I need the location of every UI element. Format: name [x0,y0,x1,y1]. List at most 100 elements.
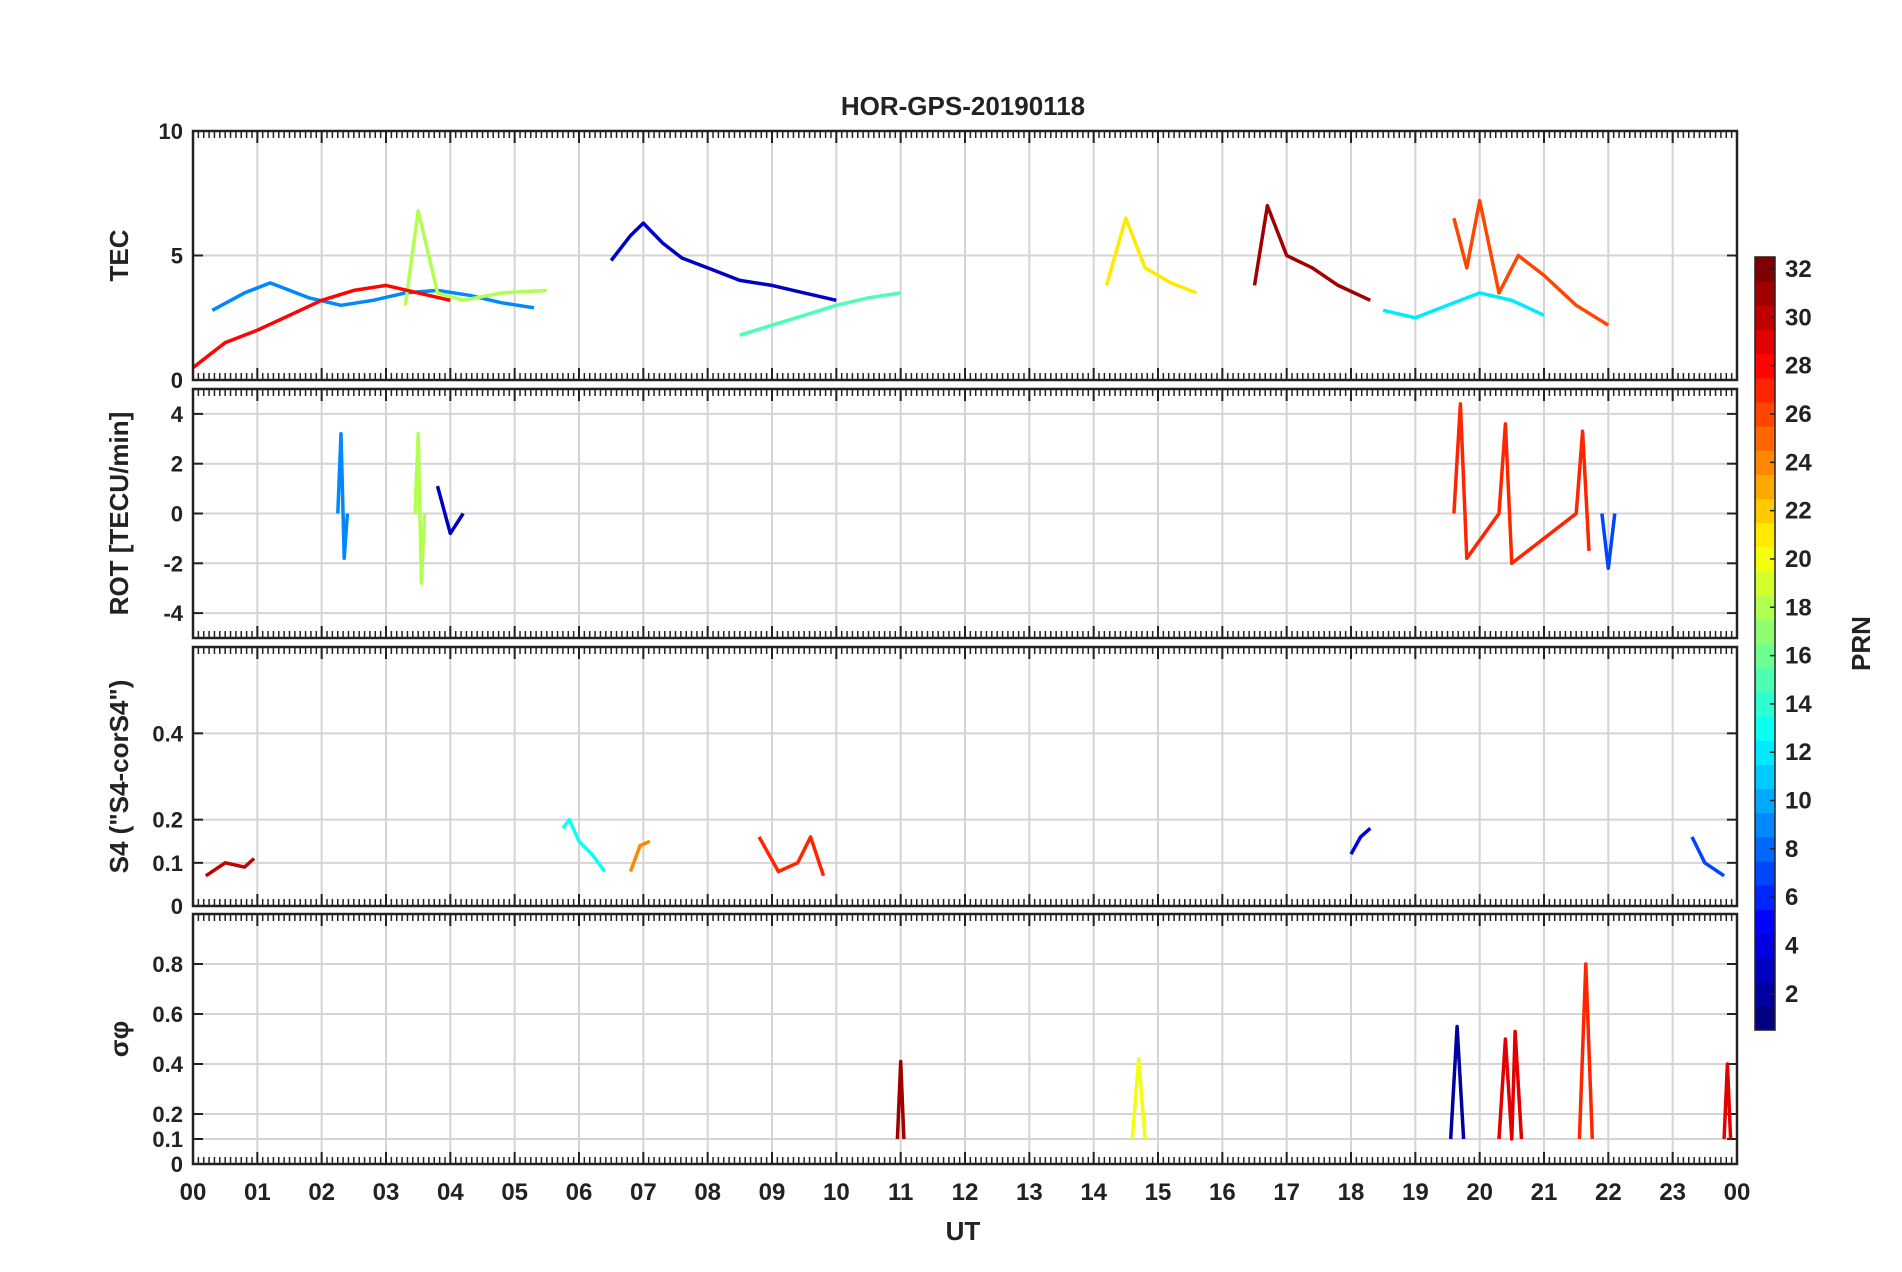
colorbar-tick-label: 30 [1785,304,1812,331]
x-tick-label: 23 [1659,1179,1686,1206]
x-tick-label: 19 [1402,1179,1429,1206]
colorbar-band [1755,353,1775,379]
series-prn-2 [1448,1024,1466,1140]
colorbar-band [1755,426,1775,451]
panel-frame [191,129,1739,382]
colorbar-tick-label: 22 [1785,498,1812,525]
series-prn-24 [628,839,651,873]
colorbar-band [1755,329,1775,355]
x-tick-label: 05 [501,1179,528,1206]
x-tick-label: 03 [373,1179,400,1206]
colorbar-tick-label: 18 [1785,594,1812,621]
colorbar-band [1755,1005,1775,1031]
y-tick-label: 5 [171,244,183,269]
series-prn-26 [1452,198,1610,327]
colorbar-band [1755,305,1775,331]
series-prn-12 [1382,291,1545,320]
colorbar-frame [1754,256,1776,1031]
series-prn-30 [204,857,256,878]
y-tick-label: 0.2 [152,808,183,833]
x-tick-label: 00 [180,1179,207,1206]
y-axis-label: ROT [TECU/min] [104,412,134,616]
series-group [204,817,1726,878]
chart-title: HOR-GPS-20190118 [841,91,1085,121]
y-tick-label: 0.4 [152,721,183,746]
series-prn-18 [413,432,427,585]
x-tick-label: 00 [1724,1179,1751,1206]
colorbar-band [1755,740,1775,765]
colorbar-band [1755,498,1775,524]
x-tick-label: 09 [759,1179,786,1206]
y-tick-label: 0.1 [152,851,183,876]
colorbar-tick-label: 8 [1785,836,1798,863]
x-tick-label: 08 [694,1179,721,1206]
y-tick-label: 0 [171,368,183,393]
colorbar-tick-label: 10 [1785,788,1812,815]
y-axis-label: S4 ("S4-corS4") [104,680,134,874]
x-tick-label: 21 [1531,1179,1558,1206]
x-tick-label: 01 [244,1179,271,1206]
x-axis-label: UT [946,1216,981,1246]
colorbar-band [1755,715,1775,741]
y-tick-label: 0.1 [152,1127,183,1152]
series-prn-13 [561,817,607,873]
x-tick-label: 07 [630,1179,657,1206]
y-tick-label: 0.8 [152,952,183,977]
y-tick-label: 0 [171,894,183,919]
x-tick-label: 17 [1273,1179,1300,1206]
colorbar-band [1755,619,1775,645]
colorbar-band [1755,595,1775,620]
colorbar-band [1755,909,1775,934]
series-prn-15 [739,291,901,337]
colorbar-tick-label: 26 [1785,401,1812,428]
colorbar-band [1755,522,1775,548]
colorbar-tick-label: 20 [1785,546,1812,573]
colorbar-band [1755,643,1775,669]
colorbar-tick-label: 32 [1785,256,1812,283]
series-prn-3 [435,485,465,536]
y-tick-label: -2 [163,551,183,576]
series-prn-7 [1690,836,1726,878]
series-group [895,962,1733,1141]
series-prn-7 [1600,513,1617,571]
x-tick-label: 02 [308,1179,335,1206]
x-tick-label: 14 [1080,1179,1107,1206]
colorbar-band [1755,933,1775,959]
series-prn-29 [1497,1029,1524,1141]
y-axis-label: σφ [104,1021,134,1057]
panel-sigma_phi: 00.10.2 0.4 0.6 0.8 σφ [104,912,1739,1177]
colorbar-band [1755,401,1775,427]
x-tick-label: 15 [1145,1179,1172,1206]
colorbar-band [1755,691,1775,717]
colorbar-band [1755,571,1775,596]
series-prn-3 [609,221,837,303]
series-prn-27 [1577,962,1595,1140]
colorbar-band [1755,788,1775,814]
x-tick-label: 10 [823,1179,850,1206]
series-prn-29 [1722,1062,1733,1140]
y-tick-label: 10 [159,119,183,144]
x-tick-label: 18 [1338,1179,1365,1206]
x-tick-label: 13 [1016,1179,1043,1206]
y-tick-label: 4 [171,402,184,427]
y-axis-label: TEC [104,229,134,281]
panel-frame [191,645,1739,908]
colorbar-band [1755,860,1775,886]
colorbar-band [1755,836,1775,862]
series-group [193,198,1610,369]
y-tick-label: -4 [163,601,183,626]
colorbar-tick-label: 2 [1785,981,1798,1008]
colorbar-tick-label: 6 [1785,884,1798,911]
colorbar-band [1755,546,1775,572]
x-tick-label: 06 [566,1179,593,1206]
x-tick-labels: 00 01 02 03 04 05 06 07 08 09 10 11 12 13 14 15 16 17 18 19… [180,1179,1751,1206]
x-tick-label: 11 [888,1179,913,1206]
colorbar-tick-label: 14 [1785,691,1812,718]
colorbar-band [1755,667,1775,693]
colorbar-tick-label: 24 [1785,449,1812,476]
series-prn-20 [1130,1057,1147,1140]
series-prn-27 [757,835,826,877]
y-tick-label: 0.2 [152,1102,183,1127]
